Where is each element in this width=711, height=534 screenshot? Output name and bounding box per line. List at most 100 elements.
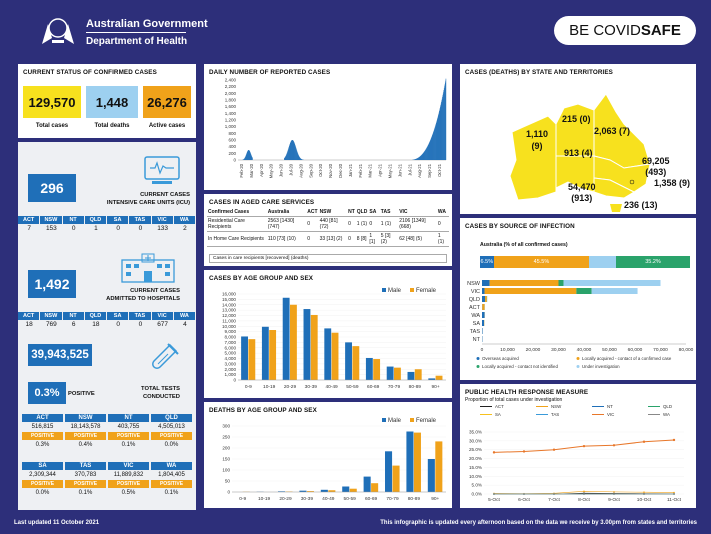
daily-xtick: Aug-20 bbox=[298, 163, 303, 177]
daily-bar bbox=[423, 151, 425, 160]
bar-male-50-59 bbox=[345, 342, 352, 380]
daily-xtick: Jun-20 bbox=[279, 163, 284, 177]
legend-male-swatch bbox=[382, 418, 386, 422]
tests-pos-label: POSITIVE bbox=[151, 480, 192, 488]
php-ytick: 25.0% bbox=[469, 447, 482, 452]
map-label-nsw: 69,205 (493) bbox=[642, 156, 670, 177]
daily-bar bbox=[438, 113, 439, 160]
ytick: 13,000 bbox=[222, 308, 236, 313]
php-point-wa bbox=[643, 493, 645, 495]
daily-bar bbox=[440, 106, 441, 160]
daily-bar bbox=[434, 126, 436, 160]
daily-bar bbox=[288, 148, 289, 160]
gov-crest-icon bbox=[38, 14, 78, 50]
daily-bar bbox=[289, 143, 291, 160]
php-point-vic bbox=[612, 444, 616, 447]
bar-male-20-29 bbox=[278, 491, 286, 492]
daily-xtick: Jan-21 bbox=[348, 163, 353, 177]
daily-bar bbox=[295, 148, 297, 160]
daily-bar bbox=[248, 150, 249, 160]
daily-bar bbox=[430, 140, 431, 160]
php-ytick: 10.0% bbox=[469, 474, 482, 479]
daily-bar bbox=[444, 84, 446, 160]
hosp-val-act: 18 bbox=[25, 321, 33, 328]
tests-cell-tas: TAS 370,783 POSITIVE 0.1% bbox=[65, 462, 106, 498]
daily-bar bbox=[426, 148, 427, 160]
bar-male-70-79 bbox=[386, 366, 394, 380]
hosp-jurisdiction-table: ACT NSW NT QLD SA TAS VIC WA 18 769 6 18 0 0 677 4 bbox=[18, 312, 196, 328]
php-point-nsw bbox=[613, 491, 615, 493]
icu-head-act: ACT bbox=[18, 216, 40, 224]
total-cases-label: Total cases bbox=[35, 123, 69, 129]
daily-bar bbox=[433, 130, 435, 160]
daily-bar bbox=[284, 158, 285, 160]
source-legend: Under investigation bbox=[582, 364, 620, 369]
aged-cell: 33 [13] (2) bbox=[318, 231, 348, 247]
daily-bar bbox=[415, 159, 416, 160]
hosp-head-vic: VIC bbox=[151, 312, 173, 320]
daily-bar bbox=[292, 140, 294, 160]
bar-female-20-29 bbox=[290, 304, 297, 380]
daily-bar bbox=[431, 137, 432, 160]
daily-bar bbox=[430, 139, 431, 160]
xtick-80-89: 80-89 bbox=[409, 384, 422, 390]
footer-updated: Last updated 11 October 2021 bbox=[14, 520, 100, 526]
php-point-vic bbox=[492, 451, 496, 454]
xtick-60-69: 60-69 bbox=[365, 496, 378, 502]
map-label-act: 1,358 (9) bbox=[654, 178, 691, 188]
bar-female-70-79 bbox=[394, 367, 401, 380]
daily-bar bbox=[288, 146, 290, 160]
icu-val-qld: 1 bbox=[94, 225, 98, 232]
aged-cell: 1 (1) bbox=[379, 216, 399, 232]
daily-bar bbox=[290, 142, 291, 160]
php-point-vic bbox=[582, 444, 586, 448]
php-ytick: 20.0% bbox=[469, 456, 482, 461]
bar-female-50-59 bbox=[352, 346, 360, 380]
daily-bar bbox=[436, 120, 438, 160]
daily-bar bbox=[433, 129, 435, 160]
legend-female: Female bbox=[416, 418, 437, 424]
daily-bar bbox=[438, 112, 440, 160]
tests-jur: QLD bbox=[151, 414, 192, 422]
icu-head-tas: TAS bbox=[129, 216, 151, 224]
daily-bar bbox=[287, 150, 289, 160]
bar-female-50-59 bbox=[349, 488, 357, 492]
icu-val-vic: 133 bbox=[157, 225, 169, 232]
total-cases-value: 129,570 bbox=[23, 86, 81, 118]
aged-header: NT bbox=[347, 208, 356, 217]
hosp-head-nsw: NSW bbox=[40, 312, 62, 320]
daily-bar bbox=[246, 153, 247, 160]
php-legend: TAS bbox=[551, 412, 559, 417]
daily-bar bbox=[298, 155, 300, 160]
xtick-0-9: 0-9 bbox=[239, 496, 246, 502]
tests-count: 516,815 bbox=[31, 424, 54, 430]
daily-xtick: Dec-20 bbox=[338, 163, 343, 177]
aged-cell: 1 (1) bbox=[355, 216, 369, 232]
php-legend: VIC bbox=[607, 412, 614, 417]
daily-bar bbox=[429, 142, 430, 160]
ytick: 14,000 bbox=[222, 302, 236, 307]
aged-cell: 62 [48] (5) bbox=[398, 231, 437, 247]
xtick-90+: 90+ bbox=[432, 384, 440, 390]
aged-cell: Residential Care Recipients bbox=[207, 216, 267, 232]
source-xtick: 20,000 bbox=[526, 347, 541, 353]
active-cases-label: Active cases bbox=[148, 123, 186, 129]
bar-female-60-69 bbox=[371, 483, 379, 492]
source-xtick: 40,000 bbox=[577, 347, 592, 353]
bar-male-0-9 bbox=[241, 336, 248, 380]
daily-ytick: 1,400 bbox=[225, 111, 237, 116]
age-cases-panel: CASES BY AGE GROUP AND SEX 16,000 15,000 1… bbox=[204, 270, 452, 398]
source-seg bbox=[482, 328, 483, 334]
tests-cell-nt: NT 403,755 POSITIVE 0.1% bbox=[108, 414, 149, 450]
source-panel: CASES BY SOURCE OF INFECTION Australia (… bbox=[460, 218, 696, 380]
daily-bar bbox=[252, 157, 253, 160]
daily-bar bbox=[420, 155, 421, 160]
source-seg bbox=[563, 280, 661, 286]
daily-bar bbox=[427, 145, 429, 160]
daily-ytick: 2,200 bbox=[225, 84, 237, 89]
daily-bar bbox=[248, 150, 249, 160]
source-seg bbox=[591, 288, 638, 294]
legend-male: Male bbox=[388, 288, 402, 294]
bar-female-30-39 bbox=[310, 314, 318, 380]
daily-bar bbox=[441, 98, 443, 160]
